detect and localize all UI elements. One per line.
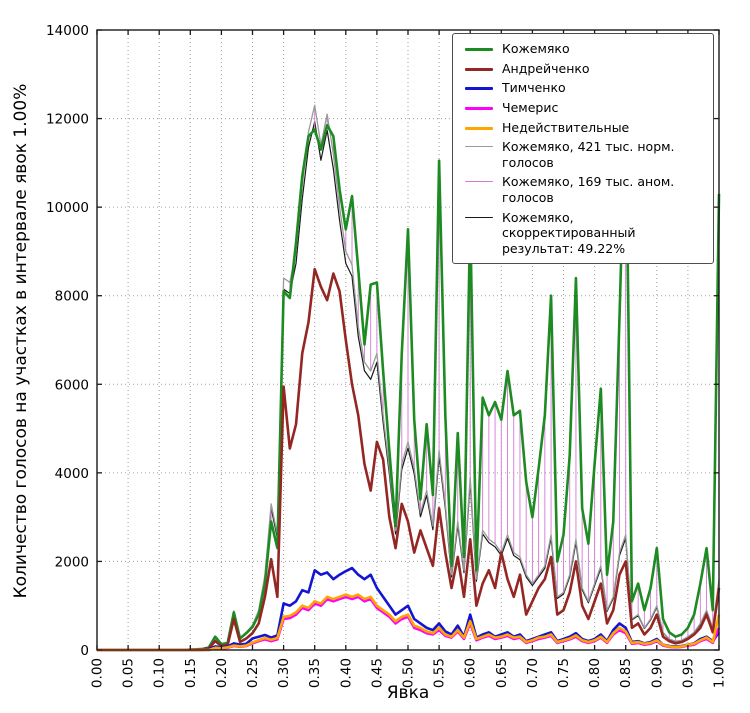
legend-line-swatch [465, 67, 493, 71]
x-tick-label: 0.60 [463, 658, 479, 688]
y-axis-label: Количество голосов на участках в интерва… [11, 83, 31, 599]
y-tick-label: 6000 [55, 377, 89, 393]
x-tick-label: 0.90 [649, 658, 665, 688]
x-tick-label: 0.25 [245, 658, 261, 688]
x-tick-label: 0.65 [494, 658, 510, 688]
x-tick-label: 0.95 [680, 658, 696, 688]
legend-item-2: Андрейченко [461, 61, 705, 77]
x-tick-label: 0.20 [214, 658, 230, 688]
legend-label: Недействительные [502, 119, 630, 135]
y-tick-label: 2000 [55, 554, 89, 570]
y-tick-label: 10000 [46, 200, 89, 216]
x-tick-label: 0.15 [183, 658, 199, 688]
legend-label: Кожемяко [502, 41, 570, 56]
x-tick-label: 0.85 [618, 658, 634, 688]
x-tick-label: 0.50 [401, 658, 417, 688]
legend-line-swatch [465, 126, 493, 130]
x-tick-label: 0.70 [525, 658, 541, 688]
legend-line-swatch [465, 181, 493, 183]
legend-item-7: Кожемяко, 169 тыс. аном. голосов [461, 174, 705, 205]
legend-label: Кожемяко, скорректированный результат: 4… [502, 209, 636, 256]
legend-item-6: Кожемяко, 421 тыс. норм. голосов [461, 139, 705, 170]
y-tick-label: 0 [80, 643, 89, 659]
x-tick-label: 0.00 [90, 658, 106, 688]
legend-line-swatch [465, 106, 493, 110]
legend-line-swatch [465, 146, 493, 148]
legend-item-3: Тимченко [461, 80, 705, 96]
y-tick-label: 8000 [55, 289, 89, 305]
x-tick-label: 0.10 [152, 658, 168, 688]
legend-line-swatch [465, 87, 493, 91]
legend-item-8: Кожемяко, скорректированный результат: 4… [461, 210, 705, 257]
x-axis-label: Явка [386, 683, 430, 703]
x-tick-label: 0.40 [338, 658, 354, 688]
legend-item-5: Недействительные [461, 120, 705, 136]
x-tick-label: 0.30 [276, 658, 292, 688]
y-tick-label: 12000 [46, 112, 89, 128]
legend-line-swatch [465, 216, 493, 218]
x-tick-label: 0.75 [556, 658, 572, 688]
legend-label: Кожемяко, 169 тыс. аном. голосов [502, 174, 675, 205]
legend-label: Чемерис [502, 99, 559, 115]
x-tick-label: 0.80 [587, 658, 603, 688]
legend-line-swatch [465, 48, 493, 51]
x-tick-label: 0.45 [369, 658, 385, 688]
legend-box: Кожемяко Андрейченко Тимченко Чемерис Недейс… [452, 33, 714, 264]
x-tick-label: 0.55 [432, 658, 448, 688]
legend-label: Тимченко [502, 80, 566, 96]
y-tick-label: 14000 [46, 23, 89, 39]
x-tick-label: 0.35 [307, 658, 323, 688]
y-tick-label: 4000 [55, 466, 89, 482]
legend-label: Кожемяко, 421 тыс. норм. голосов [502, 139, 675, 170]
x-tick-label: 1.00 [712, 658, 728, 688]
x-tick-label: 0.05 [121, 658, 137, 688]
legend-item-4: Чемерис [461, 100, 705, 116]
series-3 [97, 566, 721, 652]
legend-label: Андрейченко [502, 60, 590, 76]
legend-item-1: Кожемяко [461, 41, 705, 57]
